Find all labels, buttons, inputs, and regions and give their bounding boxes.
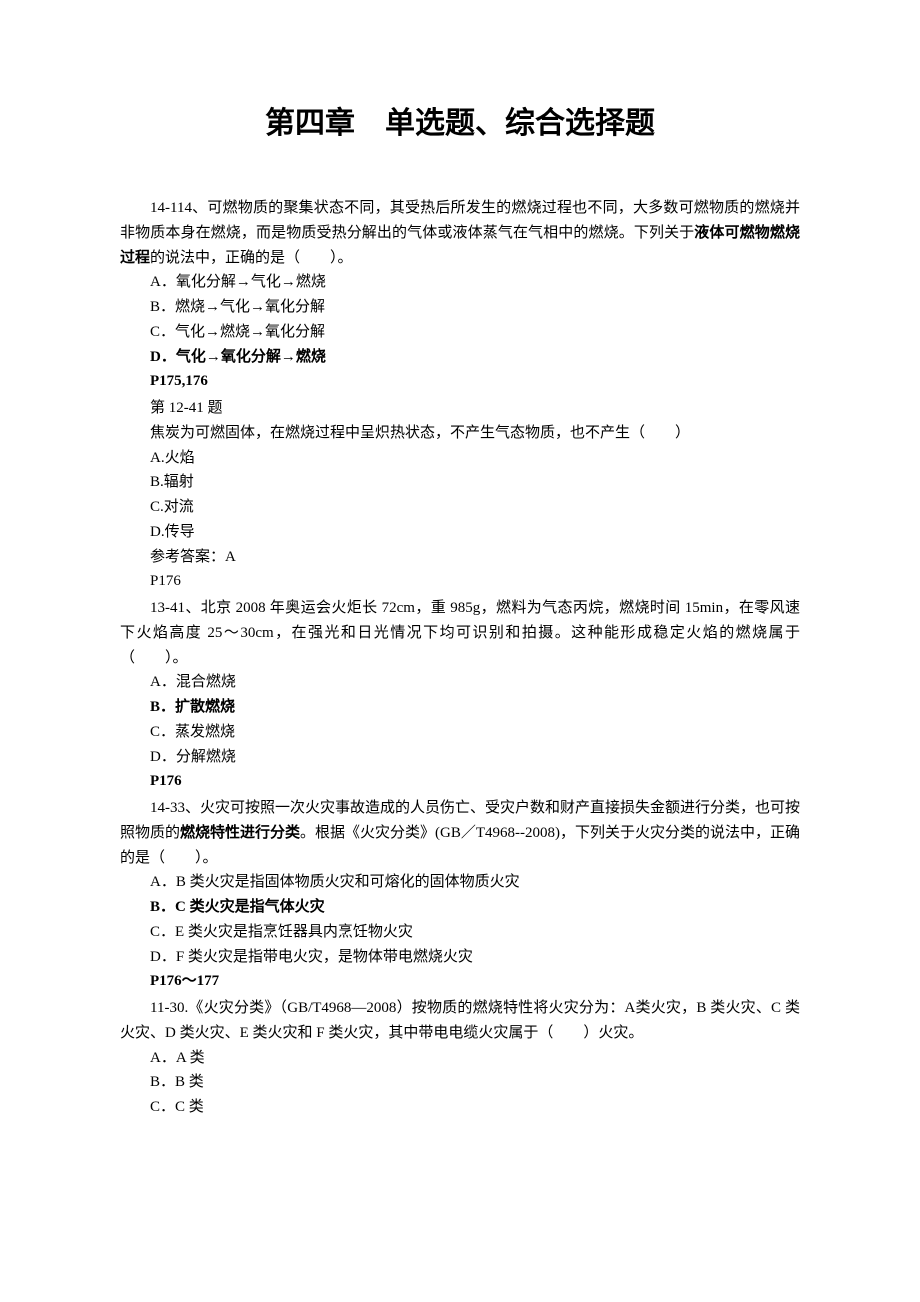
question-5-option-a: A．A 类 <box>120 1046 800 1071</box>
question-1: 14-114、可燃物质的聚集状态不同，其受热后所发生的燃烧过程也不同，大多数可燃… <box>120 196 800 394</box>
question-4-option-d: D．F 类火灾是指带电火灾，是物体带电燃烧火灾 <box>120 945 800 970</box>
question-2-option-b: B.辐射 <box>120 470 800 495</box>
question-3-option-b: B．扩散燃烧 <box>120 695 800 720</box>
question-2-answer: 参考答案：A <box>120 545 800 570</box>
question-4-stem: 14-33、火灾可按照一次火灾事故造成的人员伤亡、受灾户数和财产直接损失金额进行… <box>120 796 800 870</box>
question-1-option-d: D．气化→氧化分解→燃烧 <box>120 345 800 370</box>
question-3-option-d: D．分解燃烧 <box>120 745 800 770</box>
question-3: 13-41、北京 2008 年奥运会火炬长 72cm，重 985g，燃料为气态丙… <box>120 596 800 794</box>
question-1-stem: 14-114、可燃物质的聚集状态不同，其受热后所发生的燃烧过程也不同，大多数可燃… <box>120 196 800 270</box>
question-2-option-d: D.传导 <box>120 520 800 545</box>
question-3-option-a: A．混合燃烧 <box>120 670 800 695</box>
question-1-option-c: C．气化→燃烧→氧化分解 <box>120 320 800 345</box>
question-5-option-b: B．B 类 <box>120 1070 800 1095</box>
question-2-stem: 焦炭为可燃固体，在燃烧过程中呈炽热状态，不产生气态物质，也不产生（ ） <box>120 421 800 446</box>
question-3-stem: 13-41、北京 2008 年奥运会火炬长 72cm，重 985g，燃料为气态丙… <box>120 596 800 670</box>
question-4-option-c: C．E 类火灾是指烹饪器具内烹饪物火灾 <box>120 920 800 945</box>
question-1-stem-part2: 的说法中，正确的是（ ）。 <box>150 250 353 266</box>
question-4-stem-bold: 燃烧特性进行分类 <box>180 825 300 841</box>
question-1-option-a: A．氧化分解→气化→燃烧 <box>120 270 800 295</box>
question-4-ref: P176～177 <box>120 969 800 994</box>
question-3-ref: P176 <box>120 769 800 794</box>
question-2-option-c: C.对流 <box>120 495 800 520</box>
question-5: 11-30.《火灾分类》（GB/T4968—2008）按物质的燃烧特性将火灾分为… <box>120 996 800 1120</box>
question-5-stem: 11-30.《火灾分类》（GB/T4968—2008）按物质的燃烧特性将火灾分为… <box>120 996 800 1046</box>
question-2: 第 12-41 题 焦炭为可燃固体，在燃烧过程中呈炽热状态，不产生气态物质，也不… <box>120 396 800 594</box>
question-4-option-b: B．C 类火灾是指气体火灾 <box>120 895 800 920</box>
question-2-header: 第 12-41 题 <box>120 396 800 421</box>
question-1-option-b: B．燃烧→气化→氧化分解 <box>120 295 800 320</box>
question-5-option-c: C．C 类 <box>120 1095 800 1120</box>
question-2-option-a: A.火焰 <box>120 446 800 471</box>
page-title: 第四章 单选题、综合选择题 <box>120 100 800 148</box>
question-4-option-a: A．B 类火灾是指固体物质火灾和可熔化的固体物质火灾 <box>120 870 800 895</box>
question-3-option-c: C．蒸发燃烧 <box>120 720 800 745</box>
question-1-ref: P175,176 <box>120 369 800 394</box>
question-2-ref: P176 <box>120 569 800 594</box>
question-4: 14-33、火灾可按照一次火灾事故造成的人员伤亡、受灾户数和财产直接损失金额进行… <box>120 796 800 994</box>
